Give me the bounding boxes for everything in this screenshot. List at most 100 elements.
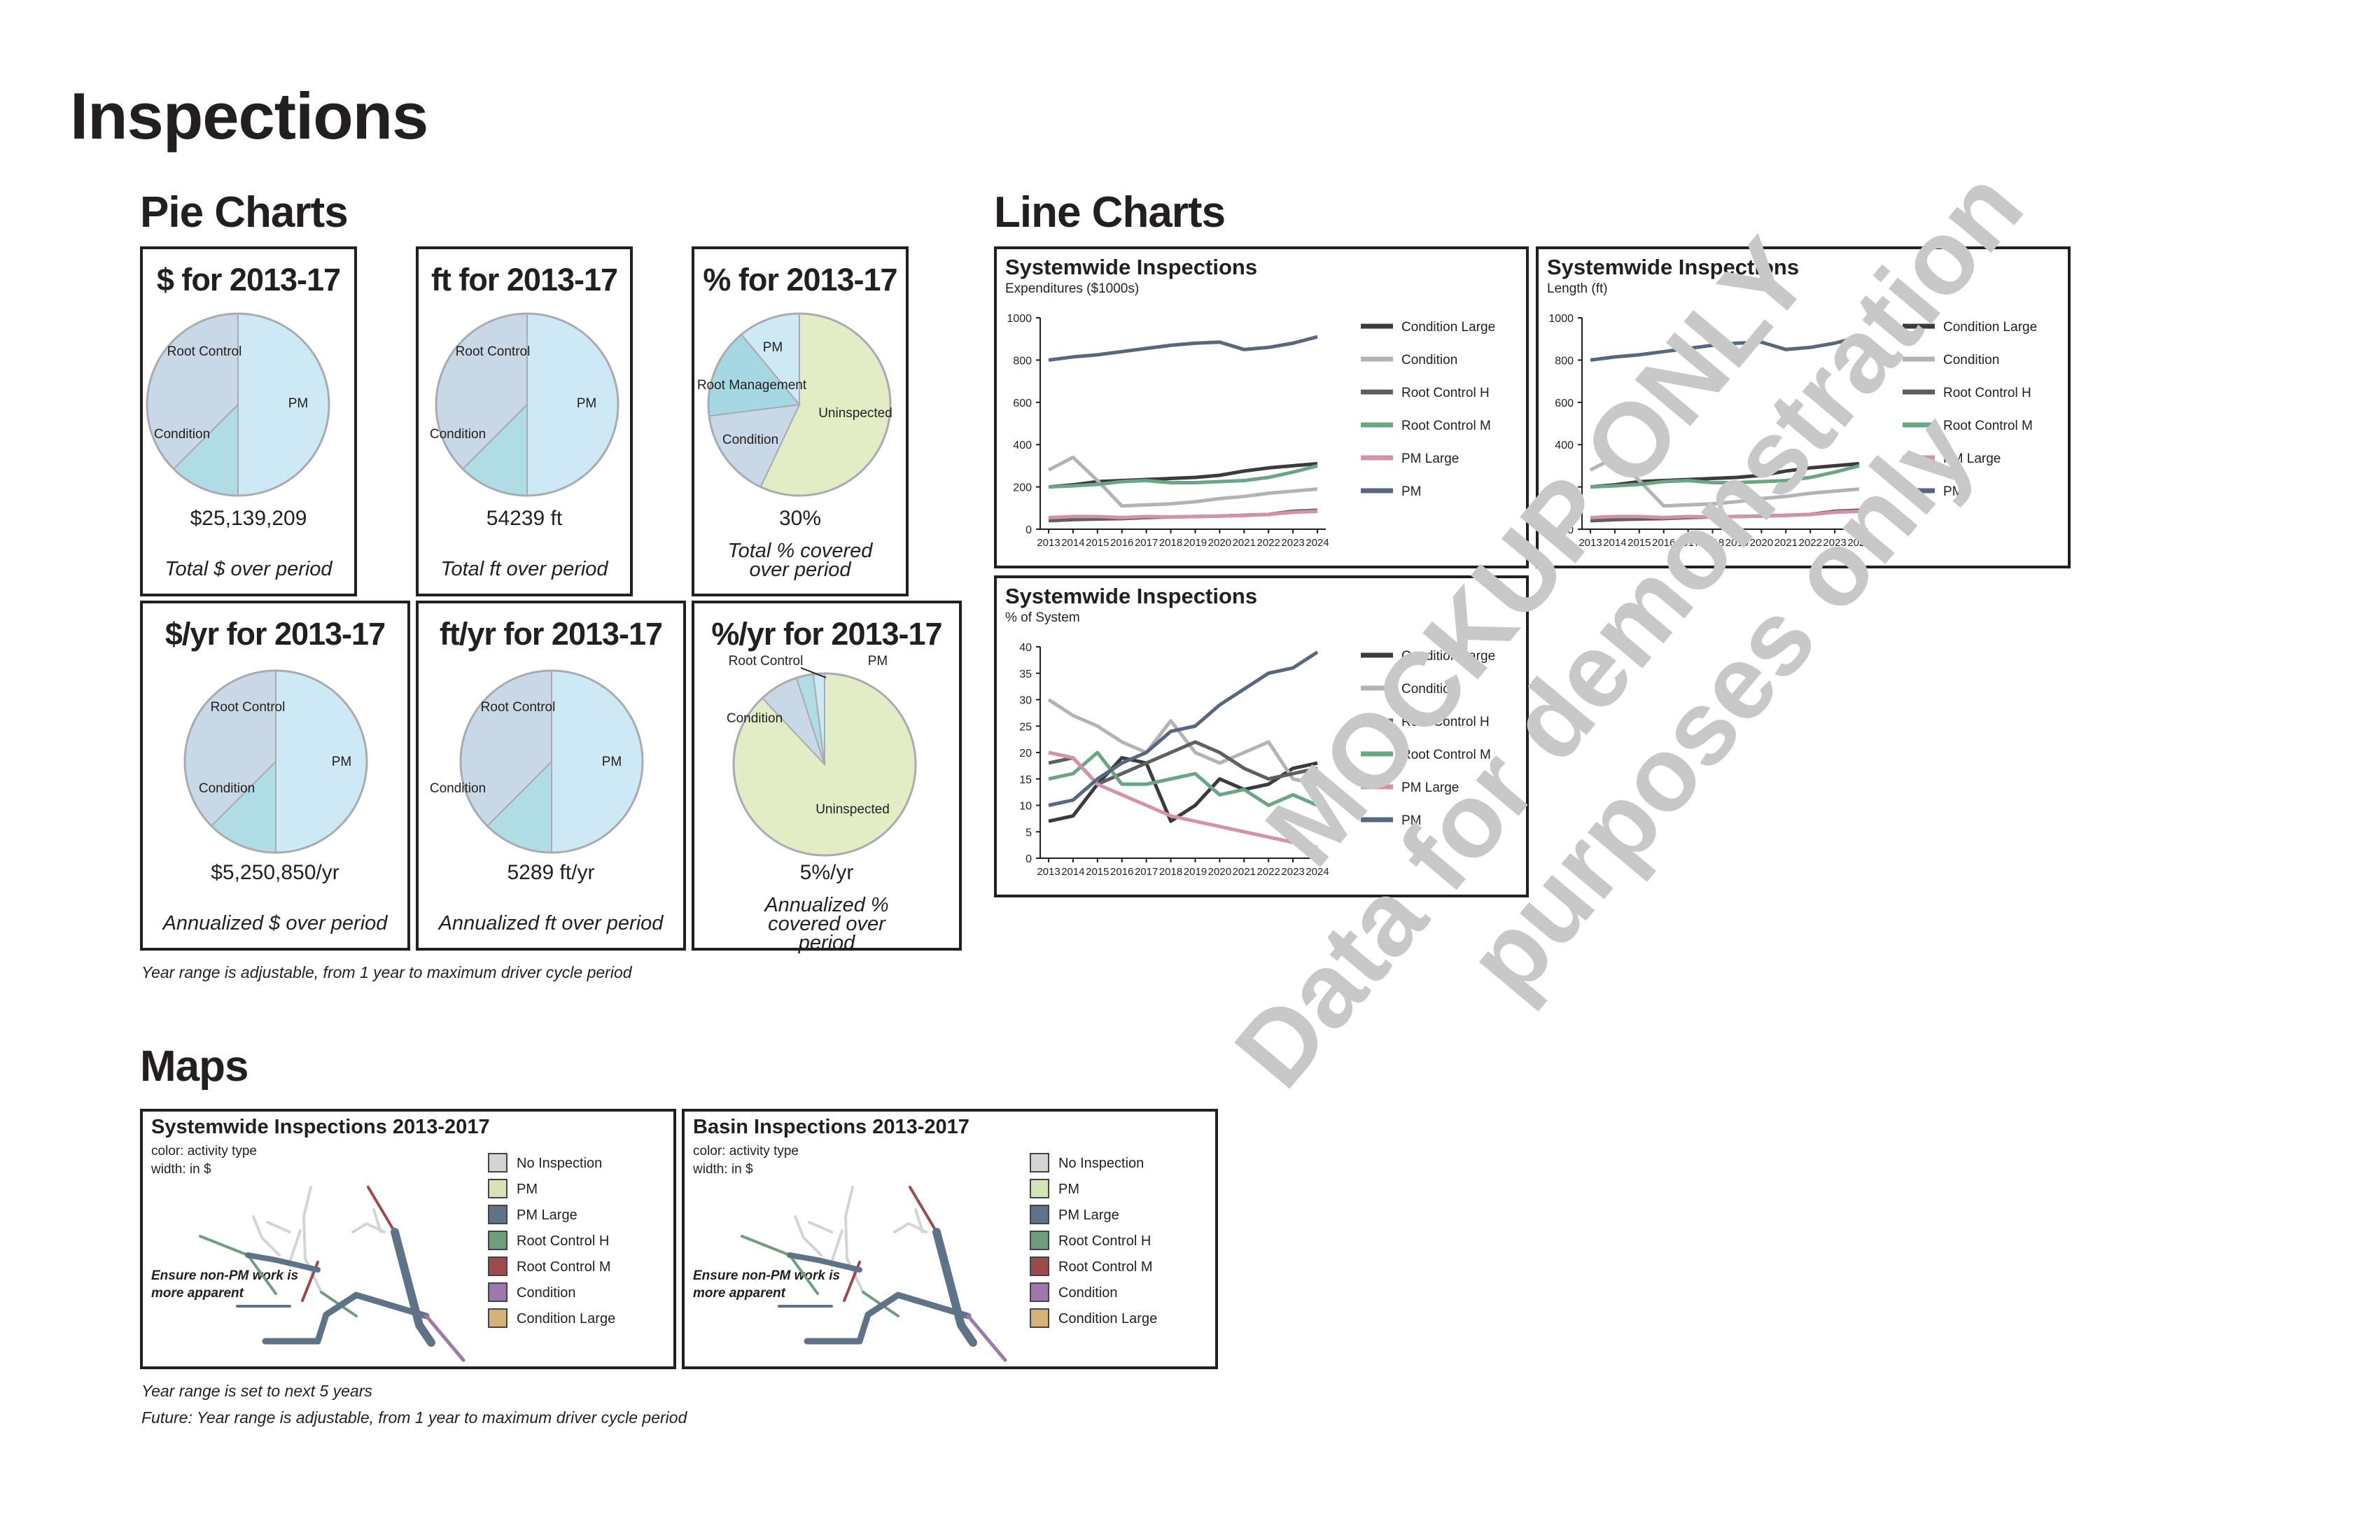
x-tick-label: 2017 <box>1135 537 1158 549</box>
line-chart-subtitle: Length (ft) <box>1547 281 1608 296</box>
map-legend-label: Condition Large <box>1058 1311 1157 1326</box>
map-pipe-spacer <box>776 1295 968 1343</box>
x-tick-label: 2013 <box>1578 537 1602 549</box>
map-legend-label: PM <box>1058 1182 1079 1197</box>
y-tick-label: 800 <box>1555 355 1574 367</box>
map-legend-swatch <box>488 1308 507 1328</box>
series-line-pm <box>1048 335 1318 362</box>
line-chart-percent: Systemwide Inspections % of System 0 5 10 1… <box>994 575 1529 897</box>
line-chart-subtitle: % of System <box>1005 610 1080 625</box>
y-tick-label: 15 <box>1019 774 1032 786</box>
x-tick-label: 2022 <box>1256 866 1280 878</box>
pie-outline <box>183 669 368 854</box>
y-tick-label: 5 <box>1026 827 1032 839</box>
pie-slice-label: Root Control <box>481 700 556 715</box>
x-tick-label: 2017 <box>1676 537 1700 549</box>
y-tick-label: 0 <box>1026 524 1032 536</box>
x-tick-label: 2014 <box>1061 537 1084 549</box>
map-legend-label: Condition <box>1058 1285 1118 1301</box>
x-tick-label: 2018 <box>1159 537 1182 549</box>
network-map: No Inspection PM PM Large Root Control H Roo… <box>199 1153 615 1362</box>
map-pipe-root-control-h <box>741 1235 791 1256</box>
x-tick-label: 2023 <box>1823 537 1846 549</box>
x-tick-label: 2016 <box>1110 537 1133 549</box>
pie-outline <box>732 672 917 857</box>
legend-label: Root Control M <box>1401 748 1491 762</box>
line-chart-title: Systemwide Inspections <box>1005 255 1258 279</box>
x-tick-label: 2016 <box>1110 866 1133 878</box>
map-legend-swatch <box>1030 1231 1049 1250</box>
map-pipe-no-inspection <box>914 1208 924 1233</box>
pie-card-total-dollars: $ for 2013-17 $25,139,209 Total $ over p… <box>140 246 357 596</box>
y-tick-label: 600 <box>1555 398 1574 410</box>
map-legend-swatch <box>1030 1308 1049 1328</box>
x-tick-label: 2016 <box>1652 537 1675 549</box>
map-annotation-line: more apparent <box>693 1286 785 1301</box>
pie-card-caption: Annualized $ over period <box>162 912 388 934</box>
legend-label: Root Control H <box>1943 386 2031 400</box>
x-tick-label: 2023 <box>1281 866 1304 878</box>
series-line-condition-large <box>1048 461 1318 489</box>
series-line-condition <box>1047 698 1318 786</box>
map-pipe-no-inspection <box>372 1208 382 1233</box>
x-tick-label: 2015 <box>1086 537 1109 549</box>
map-legend-swatch <box>488 1282 507 1302</box>
pie-slice-label: Root Control <box>211 700 286 715</box>
y-tick-label: 400 <box>1013 440 1032 451</box>
pie-slice-label: PM <box>288 396 309 411</box>
pie-outline <box>707 312 892 497</box>
map-legend-swatch <box>1030 1179 1049 1198</box>
map-color-note: color: activity type <box>151 1144 257 1158</box>
legend-label: PM <box>1401 484 1422 499</box>
pie-outline <box>146 312 330 497</box>
y-tick-label: 200 <box>1555 482 1574 494</box>
x-tick-label: 2024 <box>1847 537 1870 549</box>
pie-slice-label: Condition <box>154 427 210 442</box>
series-line-root-control-m <box>1048 463 1318 489</box>
pie-outline <box>435 312 620 497</box>
map-pipe-condition <box>966 1314 1007 1362</box>
legend-label: Root Control M <box>1943 419 2033 433</box>
map-legend-label: Root Control H <box>1058 1233 1151 1249</box>
pie-note: Year range is adjustable, from 1 year to… <box>141 963 632 981</box>
section-title-maps: Maps <box>140 1042 248 1091</box>
y-tick-label: 1000 <box>1007 313 1032 325</box>
pie-slice-label: PM <box>868 654 888 668</box>
map-pipe-pm-large <box>391 1228 435 1347</box>
series-line-root-control-m <box>1048 750 1318 807</box>
pie-chart: PM Root Control Condition <box>430 312 620 497</box>
pie-slice-pm <box>526 312 619 497</box>
pie-chart: PM Root Control Condition <box>430 669 644 854</box>
pie-card-caption: Annualized % covered over period <box>764 894 889 954</box>
map-pipe-no-inspection <box>830 1229 844 1264</box>
x-tick-label: 2022 <box>1798 537 1821 549</box>
map-legend-label: No Inspection <box>517 1156 602 1171</box>
map-pipe-pm-large <box>932 1228 977 1347</box>
map-basin: Basin Inspections 2013-2017 color: activ… <box>682 1109 1218 1369</box>
x-tick-label: 2024 <box>1306 866 1329 878</box>
legend-label: Condition <box>1401 353 1457 368</box>
map-legend-label: Root Control M <box>1058 1259 1153 1275</box>
pie-card-annual-feet: ft/yr for 2013-17 5289 ft/yr Annualized … <box>416 601 686 951</box>
legend-label: Condition <box>1943 353 1999 368</box>
map-width-note: width: in $ <box>151 1162 211 1177</box>
pie-slice-pm <box>237 312 330 497</box>
x-tick-label: 2023 <box>1281 537 1304 549</box>
y-tick-label: 0 <box>1567 524 1574 536</box>
pie-card-caption: Annualized ft over period <box>438 912 664 934</box>
map-pipe-no-inspection <box>252 1215 281 1256</box>
map-legend-swatch <box>488 1231 507 1250</box>
y-tick-label: 800 <box>1013 355 1032 367</box>
map-pipe-no-inspection <box>794 1215 822 1256</box>
legend-label: PM <box>1401 813 1422 828</box>
map-pipe-root-control-h <box>788 1254 819 1295</box>
y-tick-label: 10 <box>1019 801 1032 813</box>
pie-slice-label: Condition <box>727 711 783 726</box>
y-tick-label: 20 <box>1019 748 1032 760</box>
x-tick-label: 2021 <box>1233 537 1256 549</box>
legend-label: Root Control M <box>1401 419 1491 433</box>
map-pipe-root-control-m <box>367 1186 396 1233</box>
map-title: Systemwide Inspections 2013-2017 <box>151 1116 490 1138</box>
pie-card-caption: Total % covered over period <box>727 540 873 581</box>
